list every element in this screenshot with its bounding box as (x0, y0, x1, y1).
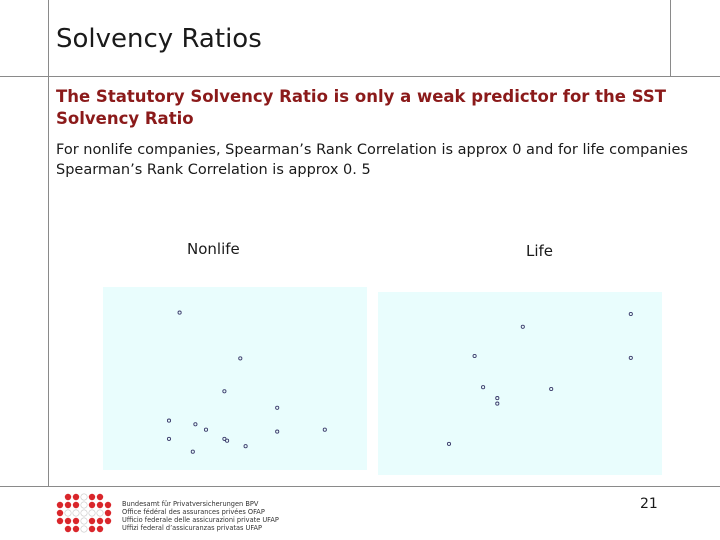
scatter-point (520, 324, 525, 329)
org-name-line: Office fédéral des assurances privées OF… (122, 508, 265, 516)
scatter-point (193, 422, 198, 427)
scatter-point (166, 418, 172, 423)
scatter-point (481, 385, 486, 390)
scatter-point (243, 444, 248, 449)
scatter-point (222, 389, 227, 394)
scatter-point (222, 436, 227, 441)
scatter-point (275, 429, 280, 434)
scatter-point (495, 396, 500, 401)
scatter-point (238, 356, 243, 361)
left-vertical-rule (48, 0, 49, 486)
scatter-point (225, 438, 230, 443)
scatter-point (322, 427, 327, 432)
org-name-block: Bundesamt für Privatversicherungen BPV O… (122, 500, 279, 532)
scatter-point (203, 427, 209, 432)
nonlife-plot-title: Nonlife (187, 240, 240, 258)
scatter-point (166, 436, 172, 441)
footer-rule (0, 486, 720, 487)
org-name-line: Ufficio federale delle assicurazioni pri… (122, 516, 279, 524)
scatter-point (495, 401, 500, 406)
slide-heading: The Statutory Solvency Ratio is only a w… (56, 87, 667, 128)
scatter-point (275, 405, 280, 410)
slide-title: Solvency Ratios (56, 24, 262, 54)
slide-body-text: For nonlife companies, Spearman’s Rank C… (56, 142, 688, 178)
life-plot-title: Life (526, 242, 554, 260)
nonlife-scatter-svg (166, 310, 327, 454)
title-underline (0, 76, 720, 77)
page-number: 21 (640, 496, 658, 512)
life-scatter-svg (446, 311, 633, 446)
nonlife-scatter-plot (103, 287, 367, 470)
scatter-point (446, 441, 452, 446)
scatter-point (628, 311, 633, 317)
org-name-line: Uffizi federal d’assicuranzas privatas U… (122, 524, 263, 532)
org-name-line: Bundesamt für Privatversicherungen BPV (122, 500, 259, 508)
swiss-cross-dot-grid-icon (56, 493, 112, 533)
life-scatter-plot (378, 292, 662, 475)
right-vertical-rule (670, 0, 671, 76)
scatter-point (190, 449, 195, 454)
scatter-point (628, 355, 633, 360)
scatter-point (472, 353, 477, 359)
scatter-point (177, 310, 182, 315)
scatter-point (549, 386, 554, 392)
